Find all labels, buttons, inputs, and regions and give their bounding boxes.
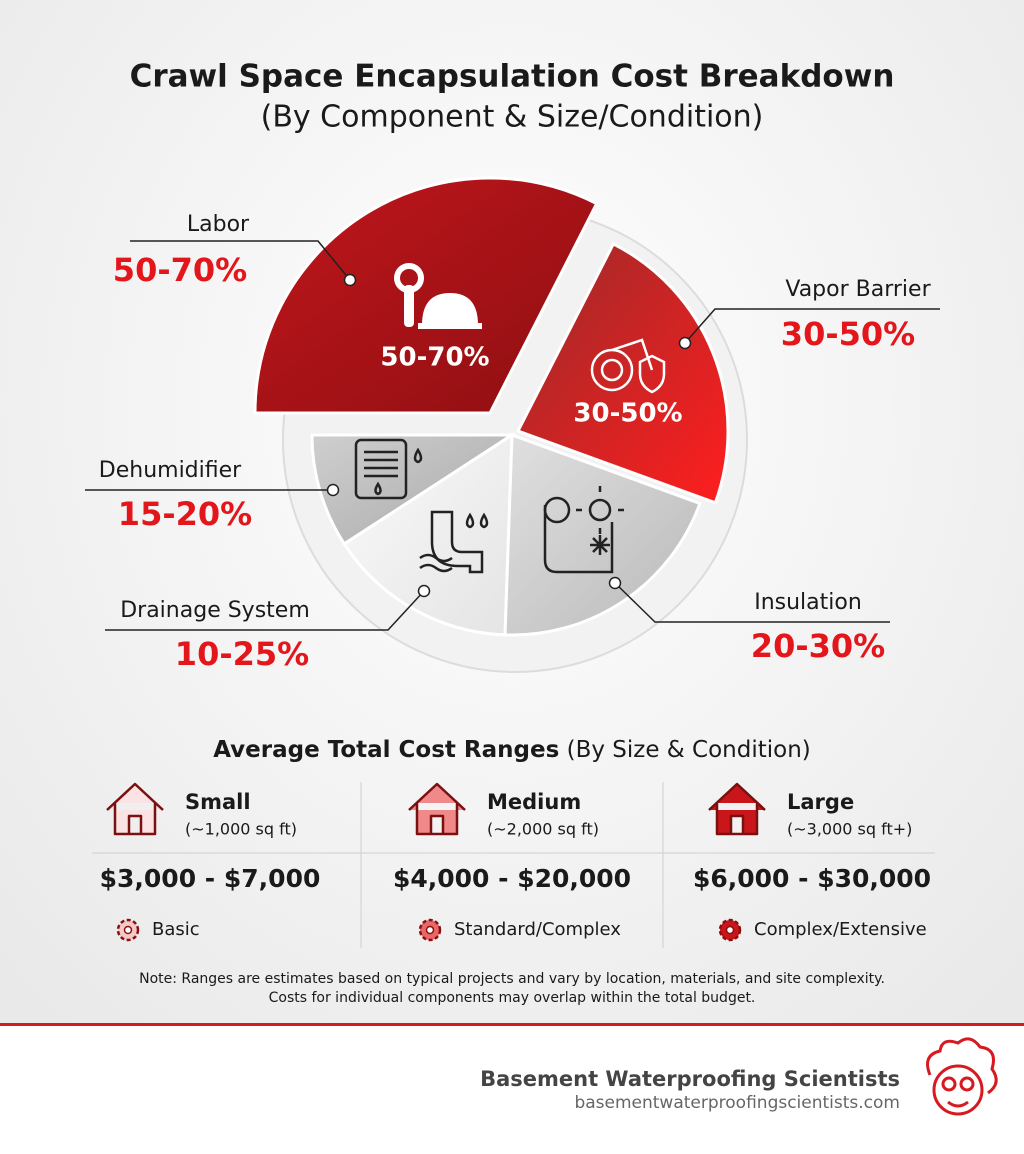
callout-line — [130, 240, 351, 281]
price: $3,000 - $7,000 — [100, 864, 321, 893]
size-area: (~1,000 sq ft) — [185, 820, 297, 839]
pie-slice — [503, 432, 702, 637]
note-line: Note: Ranges are estimates based on typi… — [139, 971, 885, 987]
component-name: Drainage System — [120, 598, 310, 623]
condition: Complex/Extensive — [754, 919, 927, 940]
gear-hole — [725, 925, 735, 935]
footer-bg — [0, 1026, 1024, 1154]
dehumidifier-icon — [354, 438, 423, 500]
url: basementwaterproofingscientists.com — [574, 1093, 900, 1113]
pie-slice — [310, 433, 518, 547]
component-name: Insulation — [754, 590, 862, 615]
component-range: 15-20% — [118, 495, 252, 533]
cost-subtitle: (By Size & Condition) — [567, 737, 811, 763]
callout-line — [614, 582, 890, 623]
callout-dot — [326, 483, 340, 497]
condition: Standard/Complex — [454, 919, 621, 940]
size-name: Small — [185, 790, 251, 814]
icons — [354, 263, 666, 574]
gear-hole — [425, 925, 435, 935]
component-name: Labor — [187, 212, 250, 237]
slice-label: 50-70% — [380, 343, 489, 373]
callout-dot — [608, 576, 622, 590]
title: Crawl Space Encapsulation Cost Breakdown — [130, 59, 895, 95]
price: $4,000 - $20,000 — [393, 864, 631, 893]
note-line: Costs for individual components may over… — [269, 990, 756, 1006]
callouts: Labor 50-70% Vapor Barrier 30-50% Insulation… — [85, 212, 940, 673]
brand: Basement Waterproofing Scientists — [480, 1067, 900, 1091]
component-range: 20-30% — [751, 627, 885, 665]
component-name: Dehumidifier — [99, 458, 242, 483]
size-area: (~2,000 sq ft) — [487, 820, 599, 839]
price: $6,000 - $30,000 — [693, 864, 931, 893]
component-range: 30-50% — [781, 315, 915, 353]
cost-title: Average Total Cost Ranges — [213, 737, 559, 763]
pie: 50-70% 30-50% — [253, 176, 730, 637]
pie-slice — [253, 176, 599, 415]
component-name: Vapor Barrier — [785, 277, 931, 302]
size-name: Large — [787, 790, 854, 814]
red-rule — [0, 1023, 1024, 1026]
size-area: (~3,000 sq ft+) — [787, 820, 912, 839]
vapor-icon — [590, 338, 666, 394]
gear-hole — [123, 925, 133, 935]
callout-dot — [343, 273, 357, 287]
labor-icon — [394, 263, 482, 329]
cost-columns: Small (~1,000 sq ft) $3,000 - $7,000 Basic M… — [100, 782, 931, 942]
slice-label: 30-50% — [573, 399, 682, 429]
condition: Basic — [152, 919, 200, 940]
component-range: 50-70% — [113, 251, 247, 289]
cost-heading: Average Total Cost Ranges (By Size & Con… — [213, 737, 811, 763]
callout-dot — [678, 336, 692, 350]
cost-grid — [92, 782, 935, 948]
pie-slice — [515, 241, 730, 505]
drainage-icon — [419, 510, 489, 574]
subtitle: (By Component & Size/Condition) — [261, 100, 764, 135]
logo — [926, 1037, 998, 1116]
insulation-icon — [543, 486, 624, 574]
callout-dot — [417, 584, 431, 598]
component-range: 10-25% — [175, 635, 309, 673]
callout-line — [684, 308, 940, 344]
house-icon — [708, 782, 766, 836]
size-name: Medium — [487, 790, 581, 814]
callout-line — [105, 590, 425, 631]
house-icon — [106, 782, 164, 836]
house-icon — [408, 782, 466, 836]
pie-slice — [342, 432, 514, 637]
